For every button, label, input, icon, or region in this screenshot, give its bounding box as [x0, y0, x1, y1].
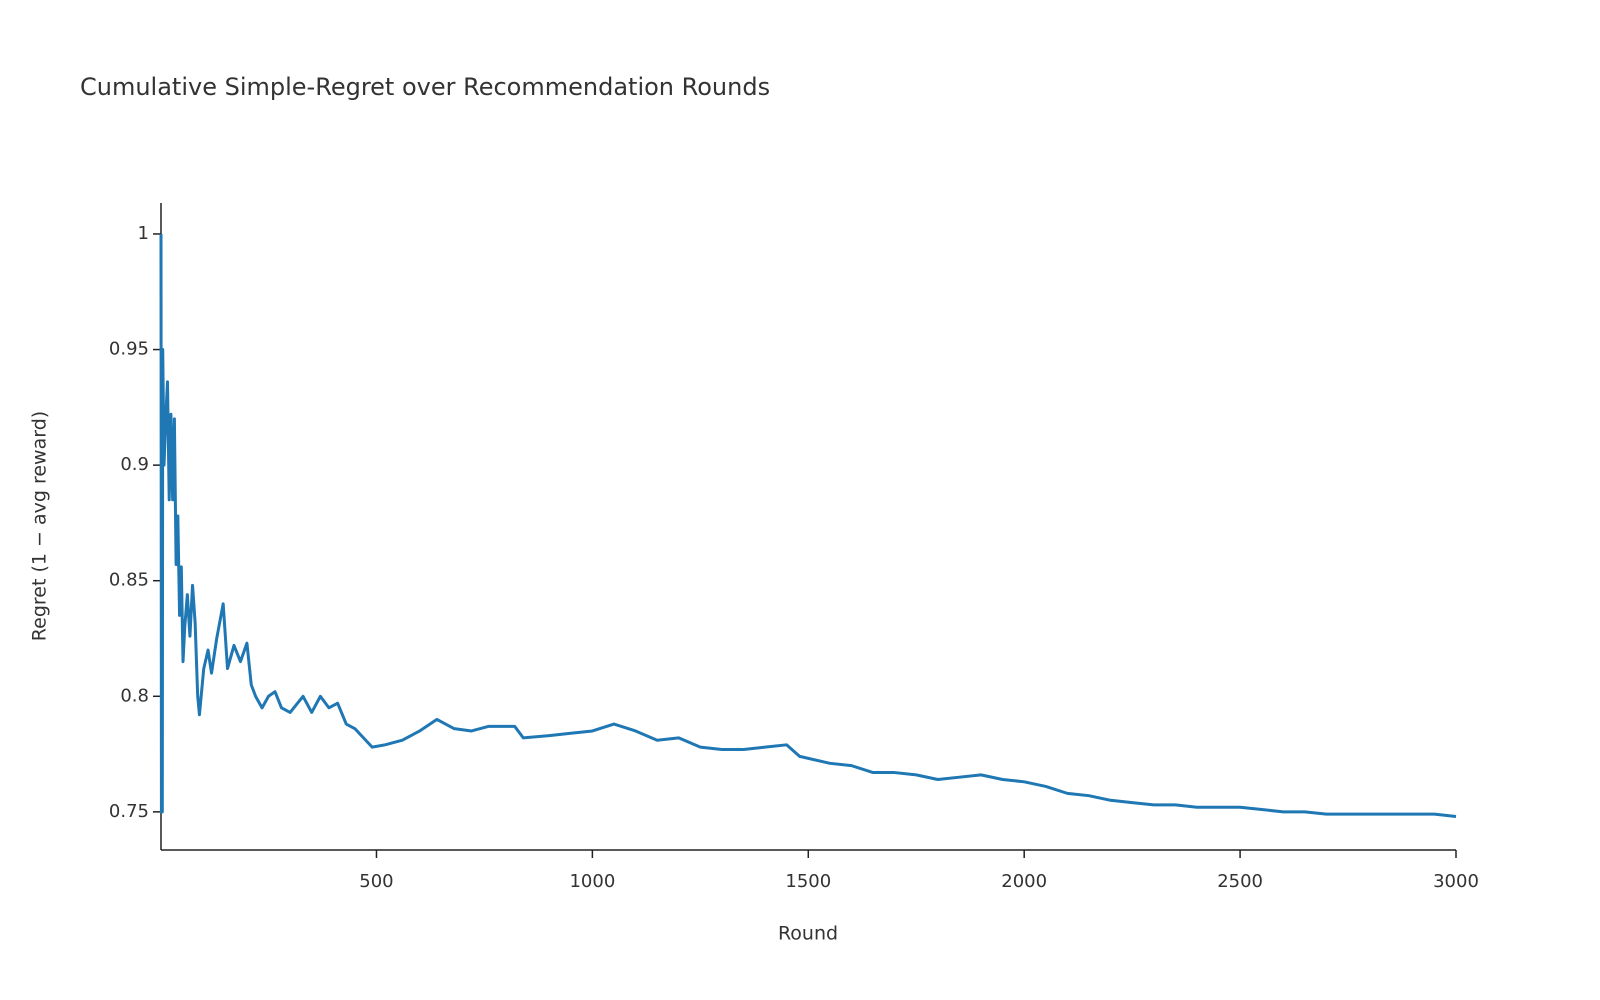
y-tick-label: 0.75 — [109, 801, 149, 822]
x-tick-label: 2500 — [1217, 871, 1263, 892]
y-tick-label: 1 — [138, 223, 149, 244]
x-tick-label: 1000 — [569, 871, 615, 892]
y-tick-label: 0.8 — [120, 685, 149, 706]
x-axis-label: Round — [778, 923, 838, 945]
line-series — [159, 233, 1457, 818]
x-tick-label: 3000 — [1433, 871, 1479, 892]
y-axis-label: Regret (1 − avg reward) — [29, 411, 51, 641]
x-tick-label: 2000 — [1001, 871, 1047, 892]
chart-title: Cumulative Simple-Regret over Recommenda… — [80, 73, 770, 101]
x-tick-label: 1500 — [785, 871, 831, 892]
x-tick-label: 500 — [359, 871, 393, 892]
y-tick-label: 0.9 — [120, 454, 149, 475]
y-tick-label: 0.95 — [109, 339, 149, 360]
y-tick-label: 0.85 — [109, 570, 149, 591]
